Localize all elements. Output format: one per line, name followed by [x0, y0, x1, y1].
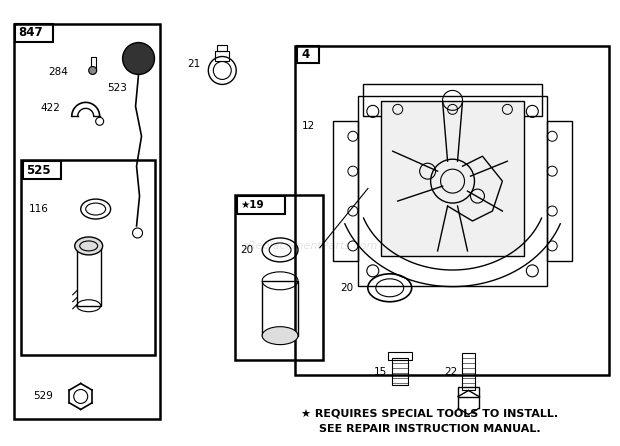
Bar [21, 160, 156, 355]
Text: 529: 529 [33, 392, 53, 401]
Bar [77, 246, 100, 306]
Text: eReplacementParts.com: eReplacementParts.com [242, 241, 378, 251]
Text: ★ REQUIRES SPECIAL TOOLS TO INSTALL.: ★ REQUIRES SPECIAL TOOLS TO INSTALL. [301, 409, 558, 418]
Text: 20: 20 [340, 283, 353, 293]
Text: 422: 422 [41, 103, 61, 113]
Ellipse shape [262, 326, 298, 345]
Bar [547, 121, 572, 261]
Text: 4: 4 [301, 48, 309, 61]
Text: ★19: ★19 [240, 200, 264, 210]
Text: 284: 284 [48, 67, 68, 78]
Bar [461, 353, 476, 391]
Bar [295, 45, 609, 375]
Bar [15, 24, 53, 41]
Text: 116: 116 [29, 204, 49, 214]
Bar [358, 96, 547, 286]
Bar [333, 121, 358, 261]
Circle shape [89, 66, 97, 74]
Bar [297, 45, 319, 63]
Bar [217, 45, 228, 50]
Ellipse shape [75, 237, 103, 255]
Bar [215, 50, 229, 61]
Bar [381, 101, 525, 256]
Text: 20: 20 [240, 245, 254, 255]
Bar [14, 24, 161, 419]
Text: 22: 22 [445, 367, 458, 376]
Circle shape [123, 42, 154, 74]
Text: 847: 847 [18, 26, 43, 39]
Bar [262, 281, 298, 336]
Bar [458, 388, 479, 397]
Text: SEE REPAIR INSTRUCTION MANUAL.: SEE REPAIR INSTRUCTION MANUAL. [319, 424, 541, 434]
Bar [237, 196, 285, 214]
Bar [388, 351, 412, 359]
Text: 525: 525 [26, 164, 50, 177]
Bar [392, 358, 408, 385]
Bar [23, 161, 61, 179]
Bar [235, 195, 323, 359]
Text: 15: 15 [374, 367, 387, 376]
Text: 523: 523 [108, 83, 128, 93]
Text: 12: 12 [302, 121, 316, 131]
Text: 21: 21 [187, 59, 201, 70]
Bar [91, 57, 95, 70]
Bar [363, 84, 542, 116]
